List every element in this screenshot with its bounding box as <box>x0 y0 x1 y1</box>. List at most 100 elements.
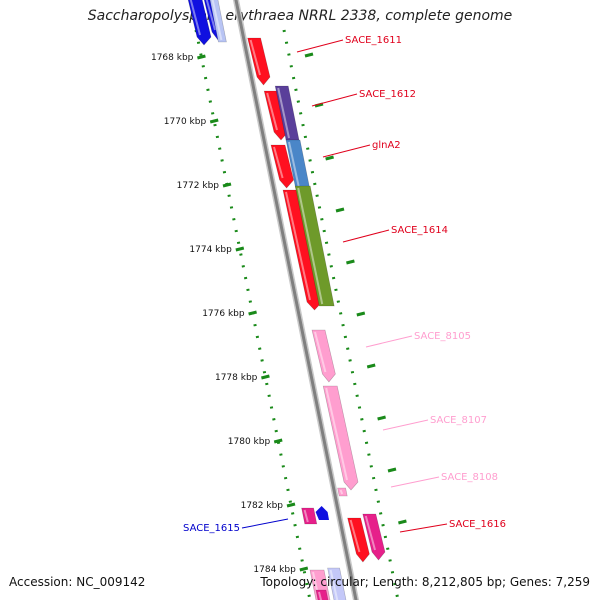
feature-sace-1614-red-shape <box>282 189 323 311</box>
position-ruler: 1768 kbp 1770 kbp 1772 kbp 1774 kbp 1776 kbp… <box>151 29 407 600</box>
feature-blue-top-1-shine <box>189 0 201 36</box>
tick-label: 1784 kbp <box>253 565 296 575</box>
feature-glna2-red-shine <box>273 146 284 179</box>
ruler-dots-left <box>194 29 312 600</box>
feature-sace-8108 <box>337 487 348 497</box>
gene-label: glnA2 <box>372 140 401 151</box>
gene-label: SACE_1615 <box>183 523 240 534</box>
feature-sace-8107 <box>322 385 359 491</box>
feature-sace-8105-shine <box>314 331 327 373</box>
feature-blue-top-1 <box>187 0 212 46</box>
feature-sace-1616-red-shine <box>349 519 361 553</box>
feature-sace-1611 <box>247 37 271 86</box>
gene-callout-line <box>365 335 413 348</box>
feature-sace-1616-red <box>347 517 370 563</box>
feature-sace-1611-shine <box>249 39 261 76</box>
feature-sace-1616-magenta-shape <box>362 513 386 561</box>
tick-mark <box>299 566 309 572</box>
tick-label: 1782 kbp <box>241 501 284 511</box>
feature-bottom-lightblue-shape <box>327 567 347 600</box>
feature-bottom-magenta-shape <box>315 589 329 600</box>
feature-sace-1612-red <box>263 90 289 141</box>
feature-blue-top-3 <box>209 0 227 43</box>
feature-bottom-lightblue <box>327 567 347 600</box>
tick-mark-right <box>325 155 334 161</box>
tick-mark-right <box>314 102 324 108</box>
tick-label: 1772 kbp <box>177 181 220 191</box>
feature-blue-top-1-shape <box>187 0 212 46</box>
tick-mark <box>235 246 245 252</box>
gene-callout-line <box>390 476 440 488</box>
feature-bottom-magenta-shine <box>318 591 323 600</box>
gene-callout-line <box>382 419 429 431</box>
feature-sace-1614-olive <box>294 185 335 307</box>
feature-sace-1614-olive-shine <box>297 187 324 305</box>
gene-label: SACE_8108 <box>441 472 498 483</box>
gene-labels: SACE_1611 SACE_1612 glnA2 SACE_1614 SACE_810… <box>183 35 506 534</box>
tick-mark <box>209 118 219 124</box>
gene-label: SACE_1611 <box>345 35 402 46</box>
feature-glna2-blue-shine <box>288 141 300 187</box>
feature-sace-1614-red <box>282 189 323 311</box>
gene-callout-line <box>296 39 344 53</box>
feature-bottom-lightblue-shine <box>329 569 339 600</box>
feature-tracks <box>187 0 386 600</box>
tick-label: 1780 kbp <box>228 437 271 447</box>
gene-callout-line <box>241 518 289 529</box>
tick-label: 1776 kbp <box>202 309 245 319</box>
tick-mark <box>261 374 270 380</box>
gene-label: SACE_8107 <box>430 415 487 426</box>
tick-label: 1778 kbp <box>215 373 258 383</box>
feature-sace-8108-shape <box>337 487 348 497</box>
feature-sace-1615-magenta <box>301 507 318 525</box>
feature-glna2-red-shape <box>270 144 294 189</box>
feature-sace-1612-red-shape <box>263 90 289 141</box>
feature-sace-1611-shape <box>247 37 271 86</box>
feature-sace-1616-magenta <box>362 513 386 561</box>
gene-callout-line <box>322 144 371 158</box>
feature-glna2-red <box>270 144 294 189</box>
tick-label: 1770 kbp <box>164 117 207 127</box>
genome-backbone <box>232 0 360 600</box>
tick-label: 1774 kbp <box>189 245 232 255</box>
gene-label: SACE_1614 <box>391 225 448 236</box>
gene-label: SACE_8105 <box>414 331 471 342</box>
tick-mark-right <box>366 363 376 369</box>
feature-sace-1615-magenta-shape <box>301 507 318 525</box>
gene-callout-line <box>399 523 448 533</box>
tick-mark-right <box>335 207 345 213</box>
feature-bottom-magenta <box>315 589 329 600</box>
gene-callout-line <box>311 93 358 107</box>
feature-blue-top-2-shine <box>205 0 216 31</box>
feature-sace-1616-red-shape <box>347 517 370 563</box>
tick-mark-right <box>377 415 386 421</box>
tick-label: 1768 kbp <box>151 53 194 63</box>
tick-mark-right <box>356 311 366 317</box>
gene-callout-line <box>342 229 390 243</box>
tick-mark <box>197 54 206 60</box>
tick-mark-right <box>387 467 397 473</box>
genome-stats-text: Topology: circular; Length: 8,212,805 bp… <box>260 575 590 589</box>
feature-sace-1612-purple-shine <box>277 87 290 139</box>
feature-blue-top-3-shine <box>211 0 223 41</box>
feature-sace-8108-shine <box>339 489 344 495</box>
tick-mark <box>222 182 232 188</box>
tick-mark-right <box>304 52 314 58</box>
feature-sace-1614-red-shine <box>285 191 311 301</box>
backbone-line <box>234 0 358 600</box>
feature-sace-8105-shape <box>311 329 336 383</box>
gene-label: SACE_1616 <box>449 519 506 530</box>
feature-sace-8107-shape <box>322 385 359 491</box>
tick-mark <box>273 438 283 444</box>
feature-sace-1615-magenta-shine <box>303 509 309 523</box>
accession-text: Accession: NC_009142 <box>9 575 146 589</box>
tick-mark <box>286 502 296 508</box>
feature-sace-1612-red-shine <box>266 92 278 131</box>
feature-blue-top-3-shape <box>209 0 227 43</box>
feature-sace-1614-olive-shape <box>294 185 335 307</box>
feature-sace-8105 <box>311 329 336 383</box>
feature-sace-1615-blue <box>315 506 329 520</box>
feature-sace-1616-magenta-shine <box>364 515 376 551</box>
feature-sace-8107-shine <box>325 387 348 481</box>
